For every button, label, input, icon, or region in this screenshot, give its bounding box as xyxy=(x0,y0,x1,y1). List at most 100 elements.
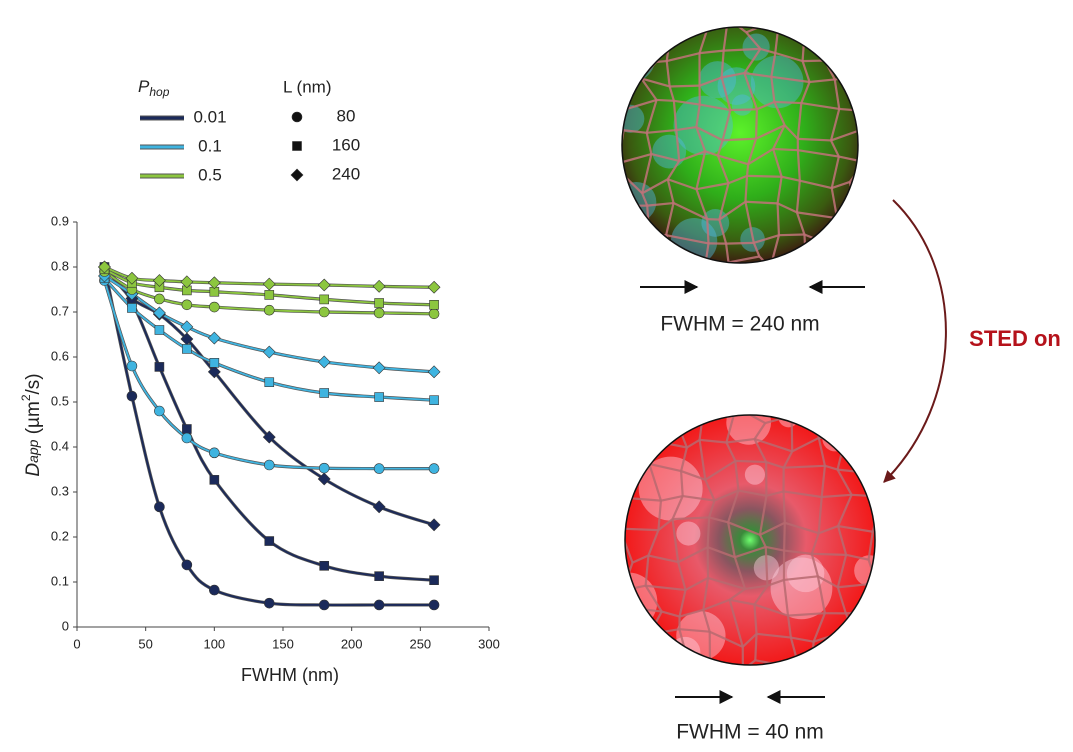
point xyxy=(154,502,164,512)
x-tick-label: 200 xyxy=(341,636,363,651)
mesh-edge xyxy=(779,235,805,236)
mesh-edge xyxy=(657,100,674,101)
mesh-edge xyxy=(747,164,748,176)
y-tick-label: 0.1 xyxy=(51,573,69,588)
legend-label: 0.01 xyxy=(193,107,226,126)
point xyxy=(430,300,439,309)
legend-label: 160 xyxy=(332,135,360,154)
mesh-edge xyxy=(614,80,621,113)
mesh-edge xyxy=(825,54,867,60)
y-tick-label: 0.2 xyxy=(51,528,69,543)
x-tick-label: 300 xyxy=(478,636,500,651)
point xyxy=(373,501,385,513)
mesh-edge xyxy=(642,19,656,62)
mesh-edge xyxy=(852,407,883,410)
mesh-edge xyxy=(792,416,793,452)
point xyxy=(127,391,137,401)
mesh-edge xyxy=(755,634,756,660)
mesh-edge xyxy=(806,269,834,270)
mesh-edge xyxy=(688,662,710,668)
legend-title-main: P xyxy=(138,77,150,96)
mesh-edge xyxy=(708,517,710,547)
legend-title: Phop xyxy=(138,77,170,99)
point xyxy=(264,598,274,608)
mesh-edge xyxy=(861,77,863,110)
point xyxy=(181,321,193,333)
point xyxy=(263,346,275,358)
mesh-edge xyxy=(774,102,801,103)
point xyxy=(182,344,191,353)
mesh-edge xyxy=(778,203,779,235)
point xyxy=(375,393,384,402)
blob xyxy=(745,465,765,485)
mesh-edge xyxy=(622,19,642,28)
point xyxy=(373,280,385,292)
point xyxy=(208,332,220,344)
point xyxy=(428,366,440,378)
mesh-edge xyxy=(861,54,867,77)
point xyxy=(127,303,136,312)
point xyxy=(182,560,192,570)
mesh-edge xyxy=(799,664,811,668)
point xyxy=(155,326,164,335)
mesh-edge xyxy=(784,523,785,551)
mesh-edge xyxy=(833,246,835,269)
mesh-edge xyxy=(805,26,833,32)
mesh-edge xyxy=(648,424,654,440)
point xyxy=(265,290,274,299)
mesh-edge xyxy=(618,666,654,669)
point xyxy=(292,112,302,122)
mesh-edge xyxy=(648,440,649,464)
mesh-edge xyxy=(784,491,785,522)
point xyxy=(375,572,384,581)
point xyxy=(210,475,219,484)
mesh-edge xyxy=(747,176,782,177)
y-label-main: D xyxy=(23,463,44,477)
point xyxy=(429,600,439,610)
mesh-edge xyxy=(642,19,671,25)
mesh-edge xyxy=(858,111,863,131)
mesh-edge xyxy=(846,612,872,613)
mesh-edge xyxy=(845,439,871,441)
mesh-edge xyxy=(792,416,817,420)
x-tick-label: 50 xyxy=(138,636,152,651)
mesh-edge xyxy=(622,177,625,206)
x-tick-label: 0 xyxy=(73,636,80,651)
point xyxy=(154,406,164,416)
blob xyxy=(676,521,700,545)
point xyxy=(318,279,330,291)
y-label-end: /s) xyxy=(23,373,44,394)
mesh-edge xyxy=(845,407,852,439)
mesh-edge xyxy=(622,438,626,465)
mesh-edge xyxy=(770,268,806,271)
y-tick-label: 0.7 xyxy=(51,303,69,318)
blob xyxy=(732,94,753,115)
mesh-edge xyxy=(858,131,865,162)
point xyxy=(430,576,439,585)
mesh-edge xyxy=(642,234,649,268)
x-tick-label: 150 xyxy=(272,636,294,651)
point xyxy=(375,299,384,308)
point xyxy=(319,463,329,473)
curved-arrow xyxy=(884,200,946,482)
x-tick-label: 250 xyxy=(409,636,431,651)
mesh-edge xyxy=(871,410,883,441)
legend-title-sub: hop xyxy=(149,85,169,99)
mesh-edge xyxy=(650,634,654,666)
point xyxy=(182,433,192,443)
mesh-edge xyxy=(615,28,622,48)
mesh-edge xyxy=(703,407,736,410)
mesh-edge xyxy=(812,554,846,555)
mesh-edge xyxy=(882,474,883,496)
mesh-edge xyxy=(867,636,873,657)
y-tick-label: 0.6 xyxy=(51,348,69,363)
mesh-edge xyxy=(625,230,649,233)
point xyxy=(182,425,191,434)
mesh-edge xyxy=(735,461,766,462)
mesh-edge xyxy=(856,657,872,671)
legend-label: 240 xyxy=(332,164,360,183)
legend-label: 0.5 xyxy=(198,165,222,184)
mesh-edge xyxy=(654,413,673,424)
mesh-edge xyxy=(615,49,656,62)
image-bottom xyxy=(625,415,875,665)
